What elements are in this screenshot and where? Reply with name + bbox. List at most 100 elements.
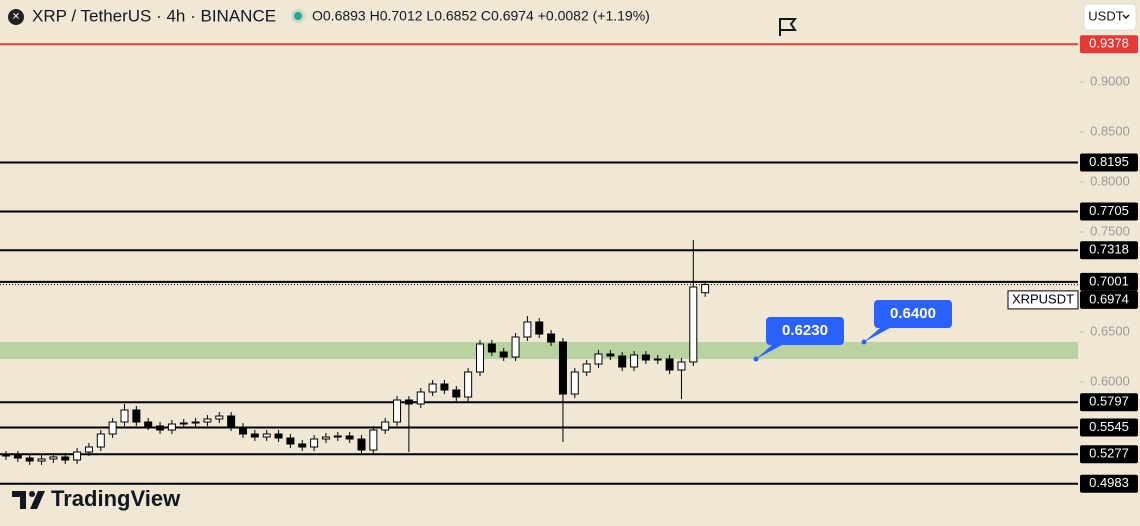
candle-body (487, 343, 496, 353)
callout-box (766, 317, 844, 345)
candle-body (262, 433, 271, 438)
price-label-box (1080, 418, 1138, 437)
candle-body (416, 391, 425, 405)
price-label-box (1080, 202, 1138, 221)
price-label-box (1080, 445, 1138, 464)
candle-body (558, 341, 567, 395)
price-label-box (1080, 35, 1138, 54)
candle-body (215, 415, 224, 420)
price-label: 0.4983 (1089, 475, 1129, 490)
candle-body (404, 399, 413, 405)
candle-body (239, 426, 247, 435)
candle-body (393, 399, 402, 423)
candle-body (321, 436, 330, 440)
callout-anchor (861, 339, 867, 345)
candle-body (25, 457, 34, 462)
candle-body (345, 435, 354, 440)
callout-pointer (756, 345, 782, 359)
candle-body (120, 409, 129, 423)
candle-body (357, 438, 366, 451)
brand-logo (12, 491, 45, 509)
candle-body (535, 321, 544, 335)
flag-icon[interactable] (779, 18, 798, 36)
y-tick-label: 0.8000 (1090, 173, 1130, 188)
candle-body (440, 383, 449, 391)
symbol-title: XRP / TetherUS · 4h · BINANCE (32, 6, 276, 25)
candle-body (310, 438, 319, 448)
price-label: 0.9378 (1089, 36, 1129, 51)
candle-body (594, 353, 603, 365)
y-tick-label: 0.8500 (1090, 123, 1130, 138)
callout-pointer (864, 328, 890, 342)
candle-body (570, 371, 579, 395)
candle-body (511, 336, 520, 358)
candle-body (689, 286, 698, 363)
symbol-label-box (1007, 290, 1079, 310)
ohlc-legend: O0.6893 H0.7012 L0.6852 C0.6974 +0.0082 … (312, 8, 650, 24)
candle-body (144, 421, 153, 427)
price-label: 0.7705 (1089, 203, 1129, 218)
candle-body (73, 451, 82, 461)
price-label-box (1080, 474, 1138, 493)
candle-body (37, 458, 46, 462)
currency-button[interactable] (1083, 3, 1137, 31)
dropdown-caret (1122, 14, 1130, 20)
callout-label: 0.6400 (890, 305, 936, 322)
callout-box (874, 300, 952, 328)
candle-body (274, 433, 283, 439)
candle-body (191, 421, 200, 424)
candle-body (167, 423, 176, 431)
candle-body (108, 421, 117, 435)
candle-body (333, 435, 342, 438)
price-label: 0.7318 (1089, 242, 1129, 257)
candle-body (61, 456, 70, 461)
price-label: 0.6974 (1089, 291, 1129, 306)
candle-body (298, 443, 307, 448)
candle-body (665, 358, 674, 371)
candle-body (582, 363, 591, 373)
support-zone (0, 342, 1078, 359)
price-label: 0.8195 (1089, 154, 1129, 169)
plot: 0.6000 0.6500 0.7500 0.8000 0.8500 0.9000 0.93… (0, 35, 1138, 493)
candle-body (49, 456, 58, 460)
candle-body (13, 454, 22, 459)
price-label: 0.5797 (1089, 394, 1129, 409)
brand-logo-dot (29, 491, 35, 497)
candle-body (132, 409, 141, 423)
candle-body (464, 371, 473, 398)
candle-body (523, 321, 532, 338)
candle-body (2, 454, 10, 457)
y-tick-label: 0.9000 (1090, 73, 1130, 88)
price-label-box (1080, 393, 1138, 412)
candle-body (606, 353, 615, 357)
candle-body (618, 355, 627, 368)
y-tick-label: 0.6500 (1090, 323, 1130, 338)
candle-body (96, 433, 105, 448)
price-label-box (1080, 153, 1138, 172)
candle-body (653, 358, 662, 361)
candle-body (179, 422, 188, 425)
price-label-box (1080, 290, 1138, 309)
candle-body (84, 446, 93, 453)
candle-body (227, 415, 236, 428)
candle-body (428, 383, 437, 393)
candle-body (701, 284, 710, 294)
candle-body (381, 421, 390, 431)
symbol-label: XRPUSDT (1012, 291, 1074, 306)
candle-body (452, 389, 461, 398)
symbol-icon-mark: ✕ (12, 12, 20, 23)
price-label: 0.7001 (1089, 273, 1129, 288)
callout-label: 0.6230 (782, 322, 828, 339)
y-tick-label: 0.7500 (1090, 223, 1130, 238)
candle-body (369, 429, 378, 451)
candle-body (677, 361, 686, 371)
candle-body (630, 354, 639, 368)
flag-shape (779, 18, 798, 36)
symbol-icon (8, 9, 24, 25)
price-label-box (1080, 272, 1138, 291)
currency-label: USDT (1088, 8, 1123, 23)
candle-body (499, 351, 508, 358)
callout-anchor (753, 356, 759, 362)
y-tick-label: 0.6000 (1090, 373, 1130, 388)
